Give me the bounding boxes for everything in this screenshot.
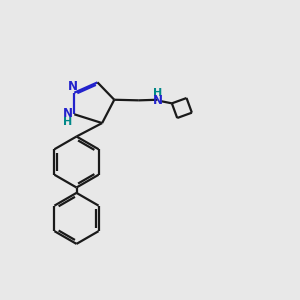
Text: H: H	[63, 117, 72, 127]
Text: N: N	[153, 94, 163, 107]
Text: N: N	[68, 80, 78, 93]
Text: H: H	[153, 88, 162, 98]
Text: N: N	[63, 107, 73, 120]
